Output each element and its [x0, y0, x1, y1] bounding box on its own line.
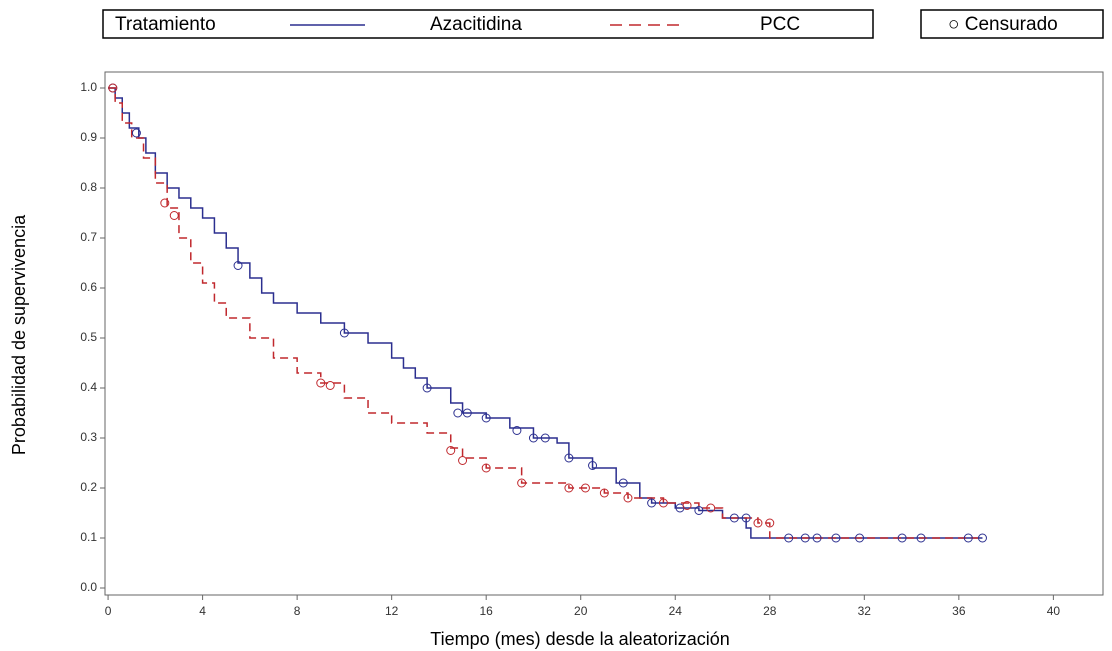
legend-box — [102, 9, 874, 39]
legend-title: Tratamiento — [115, 14, 216, 35]
x-tick-label: 24 — [669, 604, 683, 618]
x-tick-label: 4 — [199, 604, 206, 618]
censor-mark — [160, 198, 170, 208]
survival-curve — [108, 87, 983, 539]
y-tick-label: 0.5 — [80, 330, 97, 344]
censor-mark — [618, 478, 628, 488]
censor-mark — [339, 328, 349, 338]
censor-mark — [564, 483, 574, 493]
censor-mark — [422, 383, 432, 393]
legend-label: PCC — [760, 14, 800, 35]
y-tick-label: 0.4 — [80, 380, 97, 394]
censor-mark — [512, 426, 522, 435]
y-tick-label: 0.1 — [80, 530, 97, 544]
censor-mark — [169, 211, 179, 220]
x-axis-label: Tiempo (mes) desde la aleatorización — [430, 629, 729, 649]
x-tick-label: 8 — [294, 604, 301, 618]
y-tick-label: 0.6 — [80, 280, 97, 294]
x-tick-label: 36 — [952, 604, 966, 618]
y-tick-label: 1.0 — [80, 80, 97, 94]
censor-legend: ○ Censurado — [948, 14, 1058, 35]
censor-mark — [682, 501, 692, 510]
censor-mark — [481, 463, 491, 473]
x-tick-label: 16 — [480, 604, 494, 618]
censor-mark — [233, 261, 243, 270]
censor-mark — [855, 533, 865, 543]
y-axis-label: Probabilidad de supervivencia — [9, 214, 29, 455]
censor-mark — [694, 506, 704, 515]
x-tick-label: 0 — [105, 604, 112, 618]
x-tick-label: 40 — [1047, 604, 1061, 618]
censor-mark — [462, 408, 472, 418]
plot-frame — [104, 71, 1104, 596]
censor-mark — [108, 83, 118, 93]
x-tick-label: 28 — [763, 604, 777, 618]
censor-mark — [517, 478, 527, 488]
censor-mark — [729, 513, 739, 523]
censor-mark — [325, 381, 335, 390]
x-tick-label: 32 — [858, 604, 872, 618]
censor-mark — [741, 513, 751, 523]
censor-mark — [564, 453, 574, 463]
censor-mark — [800, 533, 810, 543]
censor-mark — [446, 446, 456, 455]
censor-mark — [528, 433, 538, 443]
censor-mark — [588, 461, 598, 470]
y-tick-label: 0.0 — [80, 580, 97, 594]
y-tick-label: 0.9 — [80, 130, 97, 144]
censor-mark — [540, 433, 550, 443]
censor-mark — [753, 518, 763, 528]
censor-mark — [963, 533, 973, 543]
censor-mark — [453, 408, 463, 418]
censor-mark — [765, 518, 775, 528]
censor-mark — [481, 413, 491, 423]
censor-mark — [458, 456, 468, 465]
legend-label: Azacitidina — [430, 14, 522, 35]
y-tick-label: 0.7 — [80, 230, 97, 244]
x-tick-label: 20 — [574, 604, 588, 618]
censor-mark — [623, 493, 633, 503]
censor-mark — [316, 378, 326, 388]
censor-legend-box — [920, 9, 1104, 39]
censor-mark — [812, 533, 822, 543]
censor-mark — [131, 128, 141, 138]
survival-curve — [108, 87, 983, 539]
censor-mark — [658, 498, 668, 508]
censor-mark — [599, 488, 609, 498]
censor-mark — [580, 483, 590, 493]
censor-mark — [916, 533, 926, 543]
y-tick-label: 0.3 — [80, 430, 97, 444]
x-tick-label: 12 — [385, 604, 399, 618]
y-tick-label: 0.8 — [80, 180, 97, 194]
censor-mark — [647, 498, 657, 508]
censor-mark — [897, 533, 907, 543]
censor-mark — [977, 533, 987, 543]
censor-mark — [706, 503, 716, 513]
censor-mark — [784, 533, 794, 543]
censor-mark — [831, 533, 841, 543]
y-tick-label: 0.2 — [80, 480, 97, 494]
